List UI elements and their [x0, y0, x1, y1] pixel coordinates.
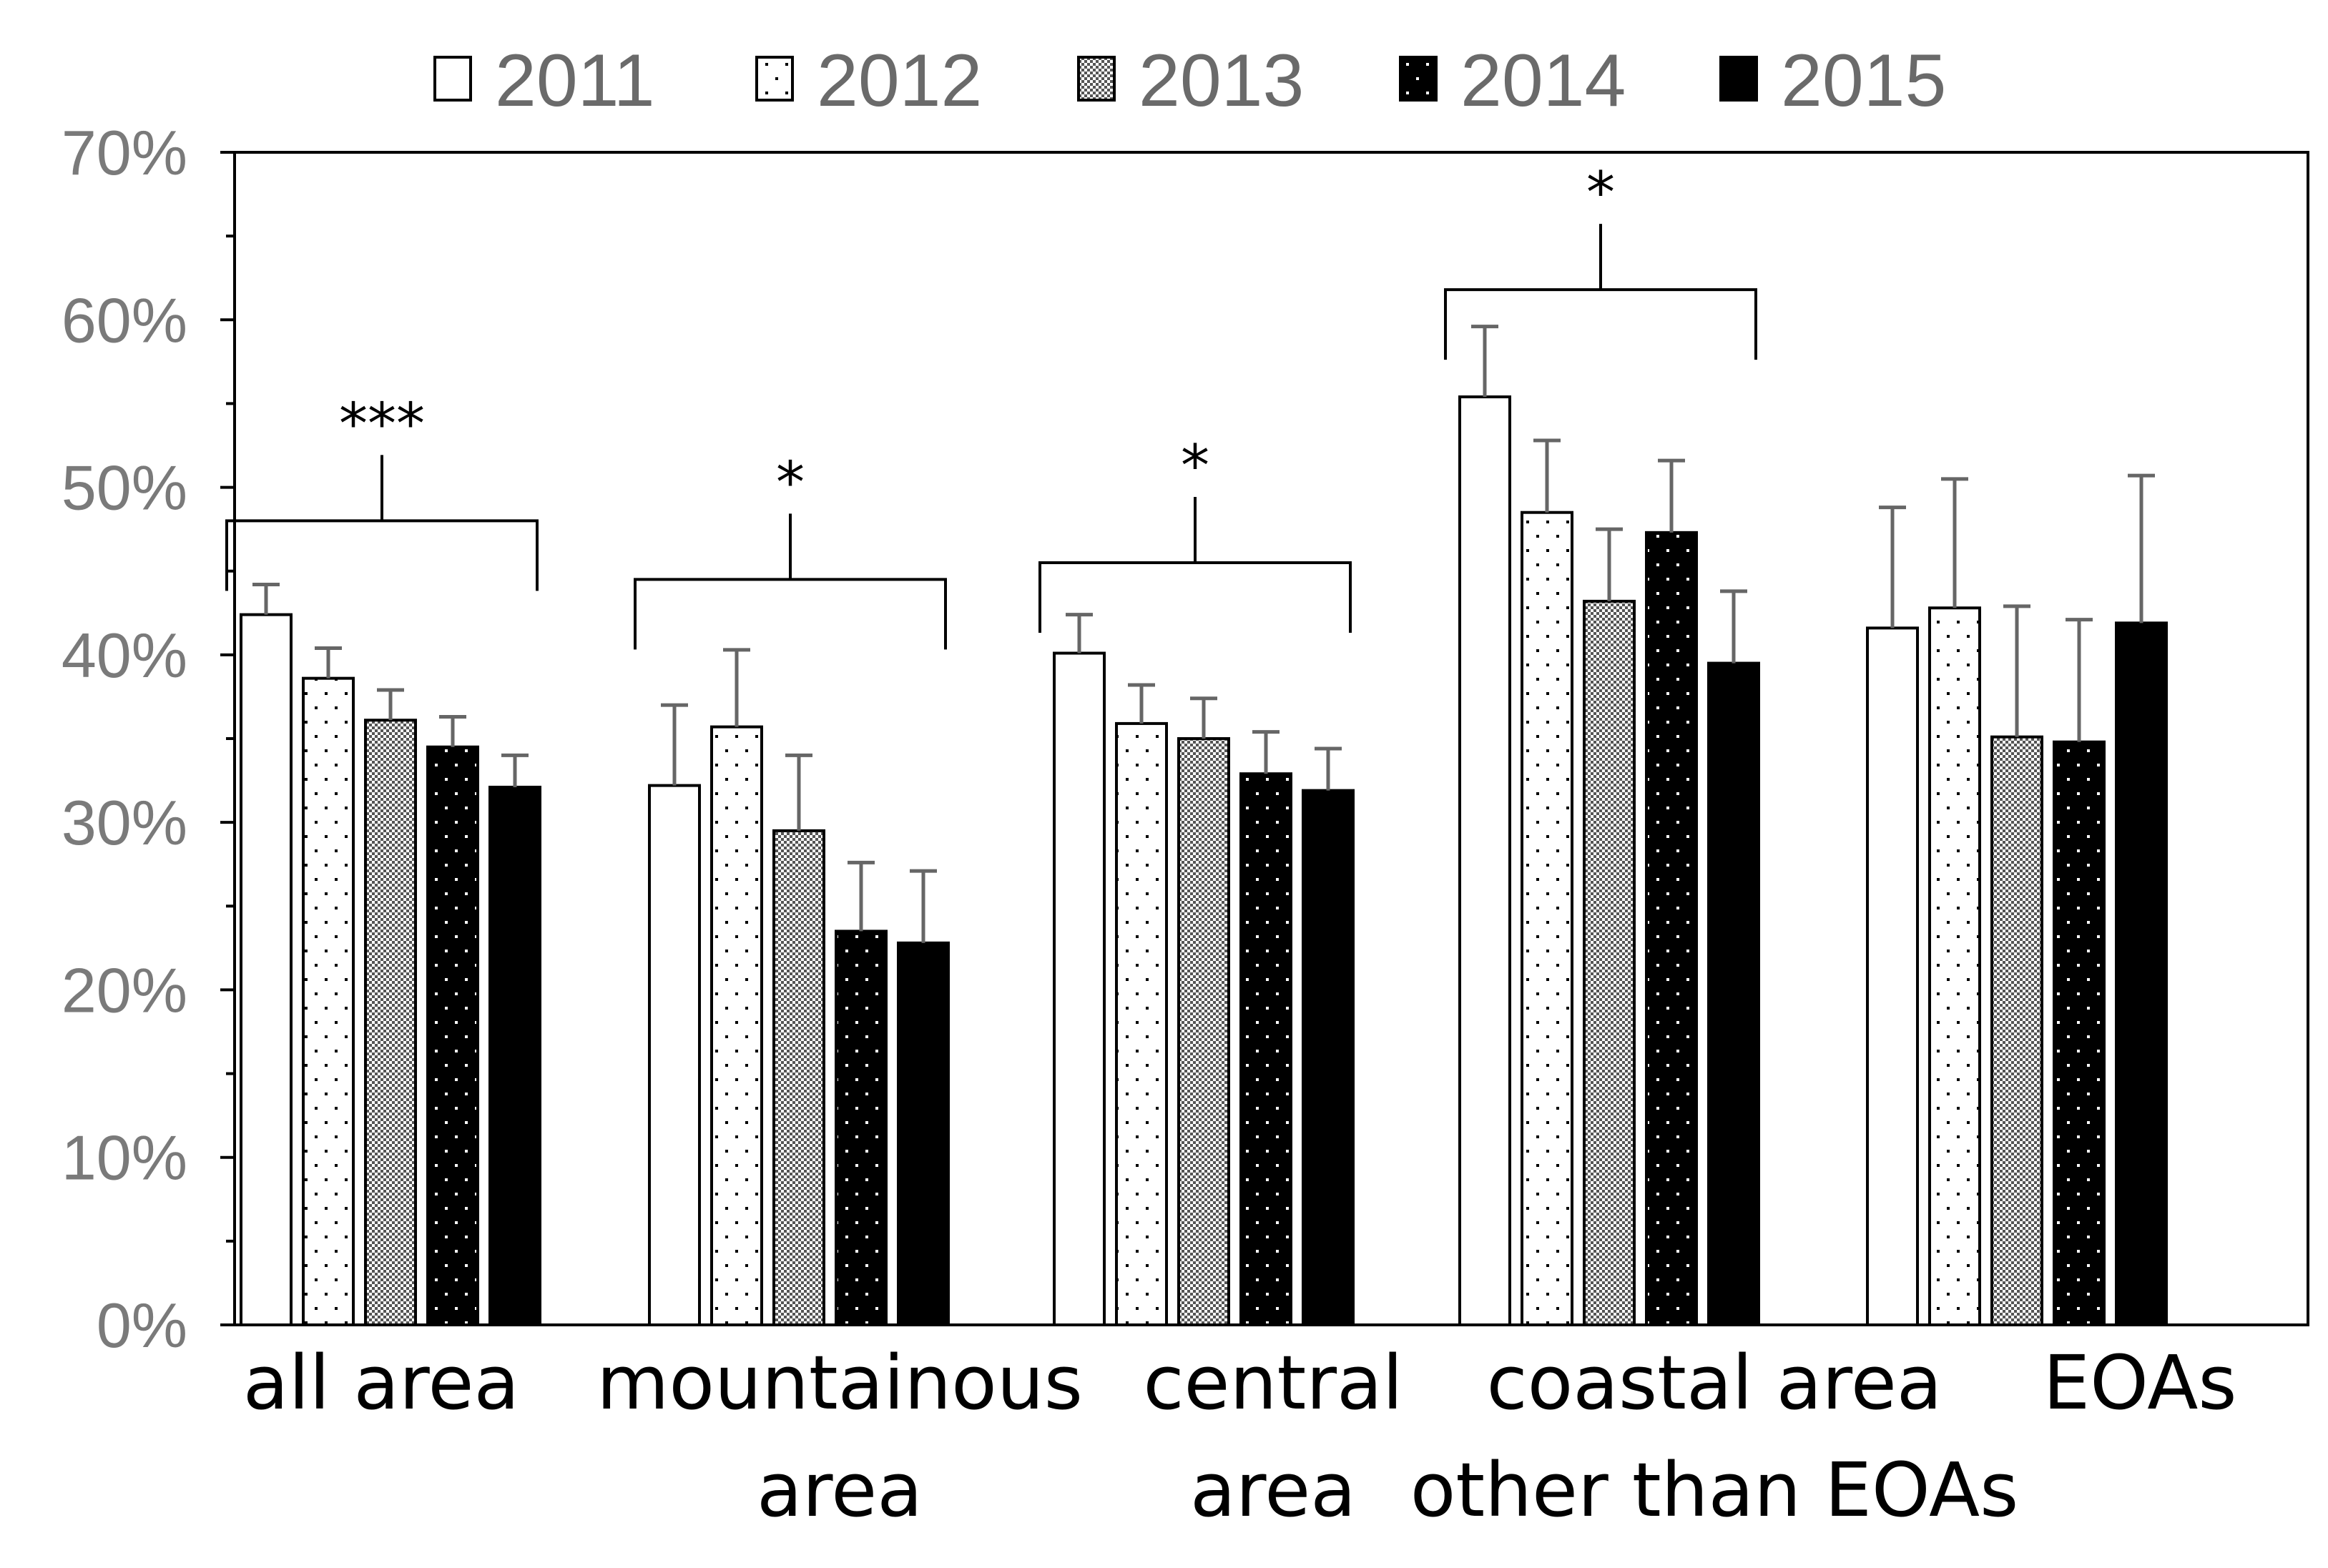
bar-2012	[1115, 721, 1168, 1326]
x-axis-labels: all area mountainous area central area coasta…	[243, 1339, 2237, 1534]
bar-2015	[1302, 789, 1355, 1326]
legend-label: 2013	[1139, 39, 1304, 122]
legend-label: 2011	[495, 39, 655, 122]
bar-2015	[1707, 661, 1760, 1326]
category-label: area	[1190, 1446, 1356, 1534]
bar-2015	[488, 785, 541, 1326]
legend-swatch-2015	[1719, 56, 1758, 102]
legend-label: 2014	[1460, 39, 1626, 122]
bar-2011	[1053, 651, 1106, 1326]
significance-label: *	[776, 449, 805, 516]
bar-2012	[1521, 511, 1573, 1327]
legend-swatch-2013	[1077, 56, 1116, 102]
y-tick-label: 70%	[62, 117, 187, 188]
category-label: area	[757, 1446, 923, 1534]
bar-2014	[426, 745, 479, 1326]
significance-bracket	[634, 513, 947, 650]
bar-2013	[1990, 735, 2043, 1326]
legend-swatch-2014	[1399, 56, 1438, 102]
y-tick-label: 40%	[62, 620, 187, 691]
significance-bracket	[1444, 224, 1757, 360]
legend-label: 2015	[1781, 39, 1946, 122]
y-tick-label: 30%	[62, 787, 187, 858]
legend: 2011 2012 2013 2014 2015	[433, 39, 1946, 122]
bar-2013	[1177, 737, 1230, 1326]
plot-area: **** **	[225, 151, 2309, 1327]
category-label: all area	[243, 1339, 520, 1426]
y-axis: 0% 10% 20% 30% 40% 50% 60% 70%	[62, 117, 235, 1361]
y-tick-label: 60%	[62, 285, 187, 355]
category-label: EOAs	[2043, 1339, 2236, 1426]
y-tick-label: 10%	[62, 1123, 187, 1193]
y-tick-label: 0%	[97, 1290, 187, 1361]
y-tick-label: 50%	[62, 453, 187, 523]
significance-label: *	[1586, 159, 1615, 226]
bar-2011	[240, 613, 293, 1326]
legend-swatch-2011	[433, 56, 472, 102]
bar-2014	[2053, 740, 2106, 1326]
significance-bracket	[1038, 497, 1352, 633]
bar-2013	[772, 829, 825, 1327]
bar-2012	[1928, 606, 1981, 1326]
bar-2012	[710, 725, 763, 1326]
category-label: other than EOAs	[1410, 1446, 2019, 1534]
category-label: central	[1143, 1339, 1403, 1426]
bar-2014	[1239, 772, 1292, 1326]
bar-2011	[1866, 626, 1919, 1326]
category-label: mountainous	[596, 1339, 1083, 1426]
bar-2014	[1645, 531, 1698, 1326]
bar-2015	[2115, 621, 2168, 1326]
bar-2014	[835, 930, 888, 1326]
bar-2013	[1583, 599, 1636, 1326]
y-tick-label: 20%	[62, 955, 187, 1025]
significance-label: ***	[339, 390, 425, 457]
legend-swatch-2012	[755, 56, 794, 102]
significance-bracket	[225, 455, 539, 591]
bar-2013	[364, 719, 417, 1326]
bar-2015	[897, 941, 950, 1327]
significance-label: *	[1181, 433, 1209, 499]
bar-2012	[302, 676, 355, 1326]
bar-2011	[648, 784, 701, 1326]
bar-2011	[1458, 395, 1511, 1326]
category-label: coastal area	[1486, 1339, 1942, 1426]
legend-label: 2012	[817, 39, 982, 122]
